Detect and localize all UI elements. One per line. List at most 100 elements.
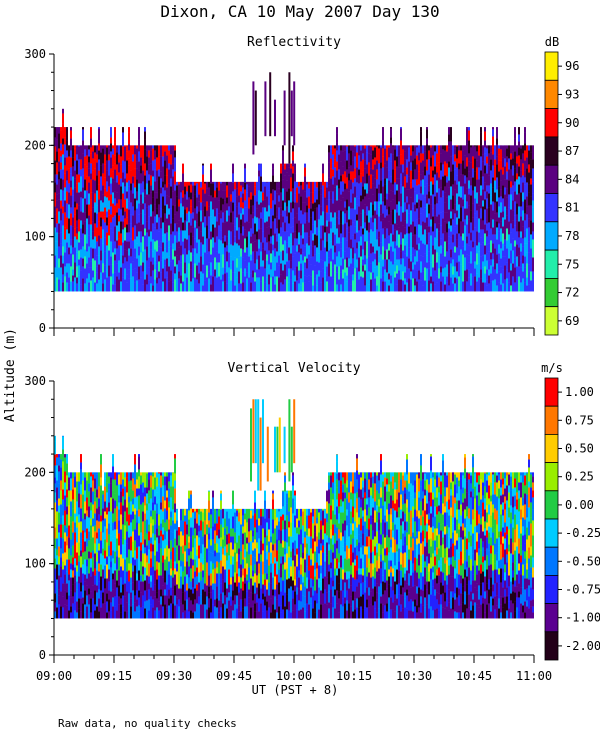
heatmap-cell xyxy=(186,254,188,268)
heatmap-cell xyxy=(236,188,238,196)
heatmap-cell xyxy=(344,207,346,213)
heatmap-cell xyxy=(396,166,398,178)
heatmap-cell xyxy=(218,579,220,594)
heatmap-cell xyxy=(60,130,62,143)
heatmap-cell xyxy=(102,532,104,542)
heatmap-cell xyxy=(188,611,190,618)
heatmap-cell xyxy=(102,148,104,163)
heatmap-cell xyxy=(140,592,142,607)
heatmap-cell xyxy=(86,263,88,278)
heatmap-cell xyxy=(76,192,78,203)
heatmap-cell xyxy=(178,206,180,220)
heatmap-cell xyxy=(86,497,88,510)
heatmap-cell xyxy=(410,261,412,271)
heatmap-cell xyxy=(472,241,474,247)
heatmap-cell xyxy=(100,250,102,260)
heatmap-cell xyxy=(186,514,188,524)
heatmap-cell xyxy=(56,241,58,247)
heatmap-cell xyxy=(252,536,254,542)
heatmap-cell xyxy=(236,542,238,553)
heatmap-cell xyxy=(98,514,100,521)
heatmap-cell xyxy=(200,231,202,242)
heatmap-cell xyxy=(130,238,132,248)
heatmap-cell xyxy=(236,258,238,267)
heatmap-cell xyxy=(156,561,158,569)
heatmap-cell xyxy=(218,262,220,276)
heatmap-cell xyxy=(170,145,172,154)
heatmap-cell xyxy=(450,237,452,249)
heatmap-cell xyxy=(472,190,474,203)
heatmap-cell xyxy=(360,150,362,161)
heatmap-cell xyxy=(232,576,234,590)
heatmap-cell xyxy=(182,267,184,281)
heatmap-cell xyxy=(126,472,128,477)
heatmap-cell xyxy=(476,145,478,151)
heatmap-cell xyxy=(88,215,90,224)
heatmap-cell xyxy=(334,159,336,167)
heatmap-cell xyxy=(376,169,378,179)
heatmap-cell xyxy=(58,148,60,161)
heatmap-cell xyxy=(426,233,428,244)
heatmap-cell xyxy=(258,269,260,277)
heatmap-cell xyxy=(82,168,84,175)
heatmap-cell xyxy=(468,269,470,277)
heatmap-cell xyxy=(270,277,272,291)
heatmap-cell xyxy=(480,237,482,244)
heatmap-cell xyxy=(396,245,398,259)
heatmap-cell xyxy=(118,208,120,215)
heatmap-cell xyxy=(164,248,166,259)
heatmap-cell xyxy=(336,142,338,150)
heatmap-cell xyxy=(476,231,478,245)
heatmap-cell xyxy=(430,157,432,166)
heatmap-cell xyxy=(142,236,144,251)
heatmap-cell xyxy=(408,268,410,278)
heatmap-cell xyxy=(78,472,80,481)
heatmap-cell xyxy=(152,510,154,519)
heatmap-cell xyxy=(102,173,104,185)
heatmap-cell xyxy=(162,496,164,511)
heatmap-cell xyxy=(420,146,422,153)
heatmap-cell xyxy=(270,530,272,536)
heatmap-cell xyxy=(56,564,58,579)
heatmap-cell xyxy=(196,213,198,222)
heatmap-cell xyxy=(84,149,86,156)
heatmap-cell xyxy=(222,204,224,212)
heatmap-cell xyxy=(304,275,306,282)
heatmap-cell xyxy=(192,535,194,547)
heatmap-cell xyxy=(240,509,242,517)
heatmap-cell xyxy=(78,259,80,265)
heatmap-cell xyxy=(118,221,120,231)
heatmap-cell xyxy=(284,231,286,240)
heatmap-cell xyxy=(332,191,334,203)
heatmap-cell xyxy=(186,609,188,618)
heatmap-cell xyxy=(496,285,498,291)
heatmap-cell xyxy=(212,224,214,237)
heatmap-cell xyxy=(454,277,456,283)
heatmap-cell xyxy=(456,239,458,247)
heatmap-cell xyxy=(270,563,272,572)
heatmap-cell xyxy=(154,216,156,227)
heatmap-cell xyxy=(390,190,392,201)
heatmap-cell xyxy=(94,159,96,168)
heatmap-cell xyxy=(122,127,124,132)
heatmap-cell xyxy=(120,592,122,598)
heatmap-cell xyxy=(116,506,118,517)
heatmap-cell xyxy=(266,559,268,573)
heatmap-cell xyxy=(156,240,158,251)
heatmap-cell xyxy=(416,281,418,291)
heatmap-cell xyxy=(118,272,120,279)
heatmap-cell xyxy=(484,140,486,147)
heatmap-cell xyxy=(262,207,264,218)
heatmap-cell xyxy=(456,193,458,200)
heatmap-cell xyxy=(432,145,434,155)
heatmap-cell xyxy=(66,545,68,559)
heatmap-cell xyxy=(302,269,304,282)
heatmap-cell xyxy=(72,489,74,499)
heatmap-cell xyxy=(364,148,366,160)
heatmap-cell xyxy=(340,242,342,248)
heatmap-cell xyxy=(314,245,316,254)
heatmap-cell xyxy=(406,189,408,196)
heatmap-cell xyxy=(498,217,500,223)
heatmap-cell xyxy=(514,215,516,225)
heatmap-cell xyxy=(198,531,200,537)
